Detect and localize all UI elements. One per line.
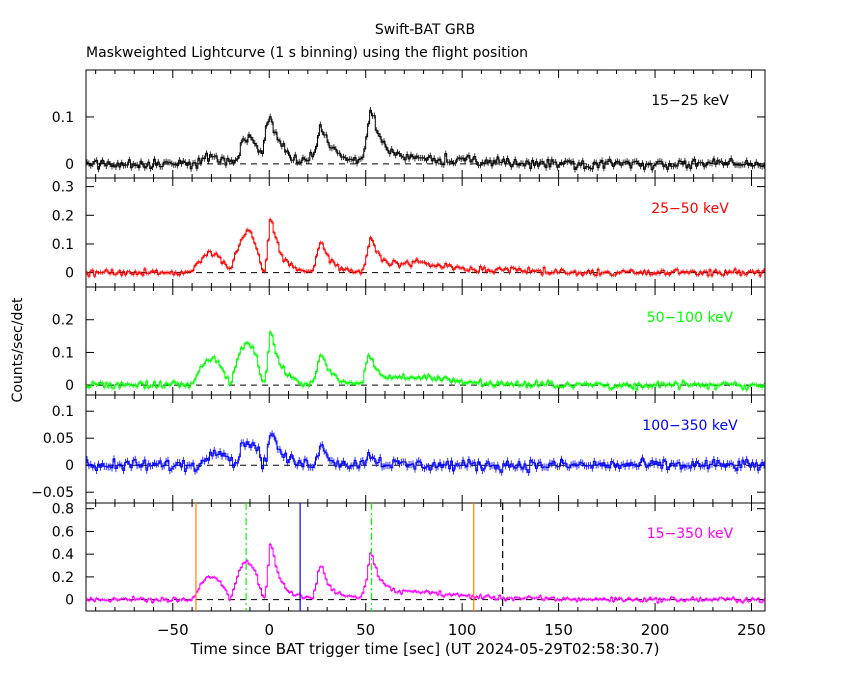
panel-5: 0 0.2 0.4 0.6 0.8 15−350 keV xyxy=(52,502,766,612)
x-tick-label: 150 xyxy=(544,621,573,639)
y-tick-label: −0.05 xyxy=(31,485,74,501)
y-tick-label: 0.1 xyxy=(52,404,74,420)
y-tick-label: 0 xyxy=(65,378,74,394)
y-tick-label: 0.2 xyxy=(52,570,74,586)
y-tick-label: 0.1 xyxy=(52,110,74,126)
y-tick-label: 0 xyxy=(65,593,74,609)
band-label: 100−350 keV xyxy=(642,418,738,434)
x-tick-label: −50 xyxy=(157,621,189,639)
chart-subtitle: Maskweighted Lightcurve (1 s binning) us… xyxy=(86,45,529,61)
band-label: 50−100 keV xyxy=(647,310,734,326)
chart-title: Swift-BAT GRB xyxy=(374,22,476,38)
y-axis-label: Counts/sec/det xyxy=(10,297,26,403)
band-label: 25−50 keV xyxy=(651,201,729,217)
series-error-bars xyxy=(86,217,765,279)
series-line xyxy=(86,433,765,473)
y-tick-label: 0 xyxy=(65,157,74,173)
x-tick-label: 50 xyxy=(356,621,375,639)
panel-2: 0 0.1 0.2 0.3 25−50 keV xyxy=(52,177,766,288)
y-tick-label: 0.05 xyxy=(43,431,74,447)
panel-frame xyxy=(85,394,766,504)
series-error-bars xyxy=(86,542,765,605)
panel-frame xyxy=(85,502,766,612)
x-tick-label: 100 xyxy=(448,621,477,639)
series-line xyxy=(86,331,765,391)
y-tick-label: 0 xyxy=(65,266,74,282)
y-tick-label: 0.8 xyxy=(52,502,74,518)
y-tick-label: 0.4 xyxy=(52,547,74,563)
y-tick-label: 0.1 xyxy=(52,345,74,361)
panel-4: −0.05 0 0.05 0.1 100−350 keV xyxy=(31,394,766,504)
y-tick-label: 0.1 xyxy=(52,237,74,253)
x-axis-label: Time since BAT trigger time [sec] (UT 20… xyxy=(190,640,660,658)
series-line xyxy=(86,219,765,277)
x-tick-label: 0 xyxy=(264,621,274,639)
series-line xyxy=(86,543,765,604)
panel-3: 0 0.1 0.2 50−100 keV xyxy=(52,286,766,396)
y-tick-label: 0.3 xyxy=(52,180,74,196)
panel-1: 0 0.1 15−25 keV xyxy=(52,69,766,179)
y-tick-label: 0.2 xyxy=(52,313,74,329)
x-tick-label: 250 xyxy=(737,621,766,639)
x-tick-label: 200 xyxy=(641,621,670,639)
series-line xyxy=(86,109,765,171)
band-label: 15−25 keV xyxy=(651,93,729,109)
y-tick-label: 0.2 xyxy=(52,208,74,224)
band-label: 15−350 keV xyxy=(647,526,734,542)
series-error-bars xyxy=(86,430,765,476)
y-tick-label: 0 xyxy=(65,458,74,474)
y-tick-label: 0.6 xyxy=(52,524,74,540)
